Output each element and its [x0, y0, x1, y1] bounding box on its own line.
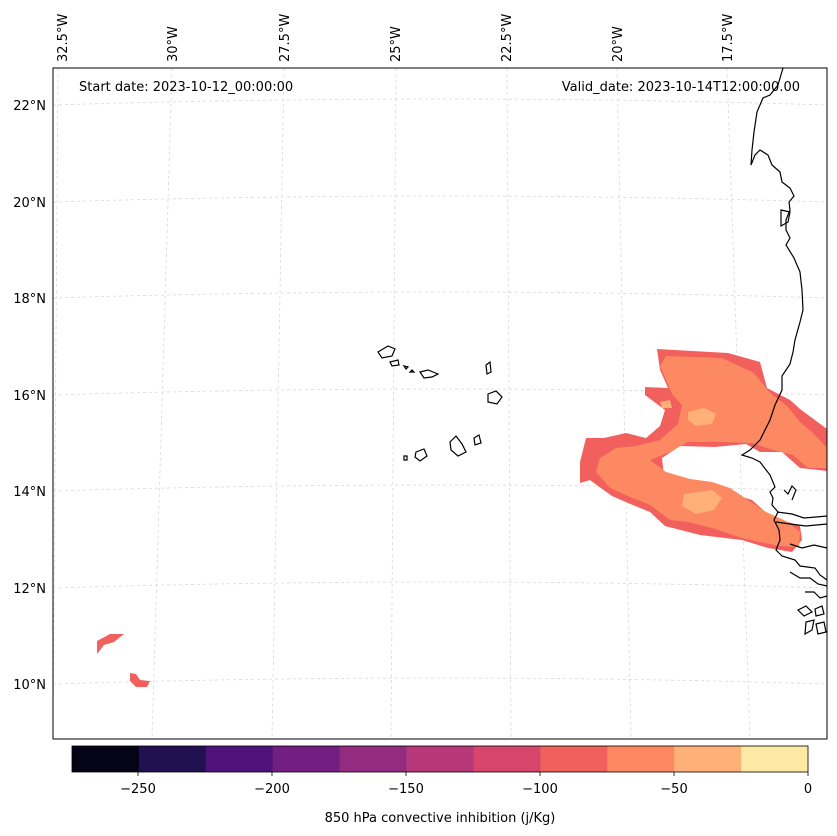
colorbar-cell — [339, 746, 408, 772]
parallel-10n — [52, 677, 828, 685]
colorbar-cell — [473, 746, 541, 772]
valid-date-label: Valid_date: 2023-10-14T12:00:00.00 — [562, 80, 800, 95]
colorbar-cell — [406, 746, 474, 772]
colorbar-cell — [138, 746, 207, 772]
islands-se-1 — [796, 605, 814, 617]
parallel-14n — [52, 484, 828, 492]
colorbar-cell — [540, 746, 608, 772]
coastline — [740, 67, 828, 636]
colorbar-cell — [741, 746, 809, 772]
islands-se-4 — [815, 621, 827, 635]
colorbar-tick-label: −150 — [388, 782, 424, 797]
colorbar-ticks — [137, 772, 809, 776]
meridian-32-5w — [52, 67, 59, 740]
gambia-south-bank — [775, 521, 828, 527]
cin-patch-sw-1 — [97, 634, 124, 654]
lat-label: 20°N — [13, 196, 46, 211]
colorbar-tick-label: −50 — [660, 782, 687, 797]
cin-band-75-50 — [596, 356, 827, 547]
lon-label: 25°W — [389, 26, 404, 62]
start-date-label: Start date: 2023-10-12_00:00:00 — [79, 80, 293, 95]
meridian-17-5w — [726, 67, 751, 740]
bijagos-coast-2 — [805, 591, 828, 599]
lon-label: 27.5°W — [278, 14, 293, 62]
africa-coast — [740, 67, 828, 581]
colorbar-cell — [205, 746, 274, 772]
gambia-estuary — [776, 511, 828, 519]
colorbar-tick-label: −100 — [522, 782, 558, 797]
guinea-bissau-coast — [789, 543, 828, 549]
lon-label: 30°W — [166, 26, 181, 62]
colorbar: −250 −200 −150 −100 −50 0 850 hPa convec… — [71, 745, 812, 826]
lon-label: 32.5°W — [56, 14, 71, 62]
lat-label: 16°N — [13, 389, 46, 404]
island-santiago — [449, 435, 467, 457]
colorbar-tick-label: −200 — [254, 782, 290, 797]
island-sao-nicolau-b — [419, 369, 440, 379]
colorbar-frame — [71, 745, 809, 773]
colorbar-cell — [72, 746, 140, 772]
cape-verde-islands — [377, 345, 503, 462]
parallel-12n — [52, 581, 828, 589]
island-maio — [473, 434, 482, 446]
dakar-cape — [783, 484, 797, 501]
bijagos-coast-1 — [789, 571, 828, 587]
sahara-inlet — [780, 209, 791, 228]
colorbar-cell — [674, 746, 742, 772]
parallel-18n — [52, 291, 828, 299]
island-brava — [403, 455, 408, 461]
island-santo-antao — [377, 345, 396, 359]
cin-core-c — [682, 490, 722, 514]
cin-patch-sw-2 — [130, 673, 150, 687]
island-sao-vicente — [389, 359, 400, 367]
cin-core-a — [688, 408, 716, 426]
meridian-20w — [616, 67, 632, 740]
cin-core-b — [660, 400, 672, 408]
colorbar-cell — [272, 746, 341, 772]
lat-label: 22°N — [13, 99, 46, 114]
lat-label: 14°N — [13, 485, 46, 500]
lon-label: 20°W — [611, 26, 626, 62]
colorbar-title: 850 hPa convective inhibition (j/Kg) — [325, 811, 556, 826]
lat-label: 12°N — [13, 582, 46, 597]
island-fogo — [414, 448, 428, 462]
island-sal — [485, 360, 492, 375]
lat-label: 10°N — [13, 678, 46, 693]
cin-field — [97, 349, 827, 687]
lat-label: 18°N — [13, 292, 46, 307]
island-boa-vista — [487, 390, 503, 405]
lon-label: 17.5°W — [721, 14, 736, 62]
parallel-20n — [52, 195, 828, 203]
meridian-27-5w — [271, 67, 285, 740]
colorbar-tick-label: −250 — [120, 782, 156, 797]
colorbar-cell — [607, 746, 675, 772]
parallel-22n — [52, 98, 828, 106]
parallel-16n — [52, 388, 828, 396]
lon-labels: 32.5°W 30°W 27.5°W 25°W 22.5°W 20°W 17.5… — [56, 14, 736, 62]
map-frame — [52, 67, 828, 740]
meridian-22-5w — [506, 67, 512, 740]
colorbar-cells — [72, 746, 809, 772]
island-santa-luzia — [402, 365, 410, 370]
colorbar-tick-label: 0 — [804, 782, 812, 797]
islands-se-3 — [804, 619, 815, 636]
graticule — [52, 67, 828, 740]
island-sao-nicolau — [408, 369, 416, 373]
lon-label: 22.5°W — [500, 14, 515, 62]
meridian-30w — [151, 67, 173, 740]
lat-labels: 22°N 20°N 18°N 16°N 14°N 12°N 10°N — [13, 99, 46, 693]
meridian-25w — [390, 67, 397, 740]
islands-se-2 — [814, 605, 825, 617]
